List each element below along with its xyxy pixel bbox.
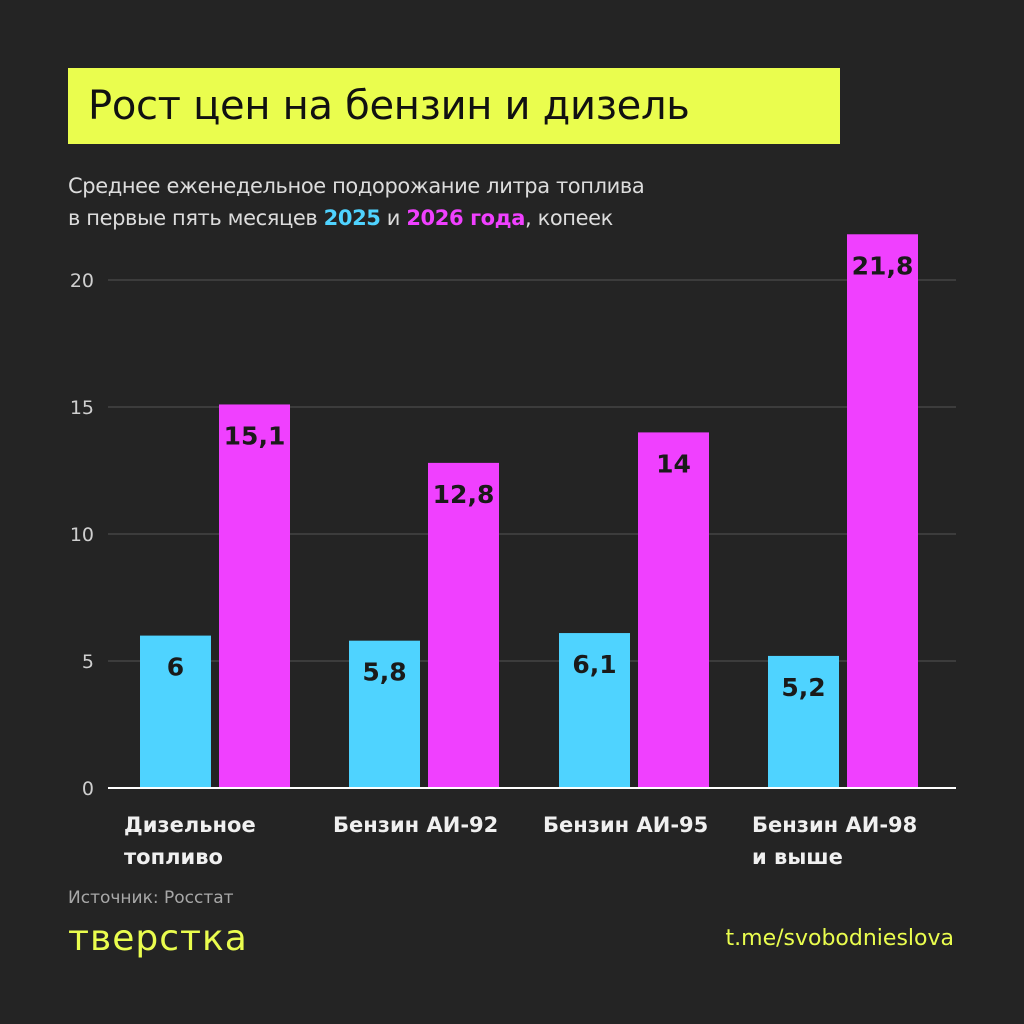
subtitle-suffix: , копеек [525, 206, 613, 230]
y-tick-label: 0 [82, 778, 94, 800]
subtitle-line-1: Среднее еженедельное подорожание литра т… [68, 174, 645, 198]
subtitle-year-2026: 2026 года [406, 206, 526, 230]
data-label-2026: 21,8 [852, 251, 914, 280]
bar-2025 [349, 640, 420, 788]
data-label-2026: 14 [656, 449, 691, 478]
data-label-2025: 6 [167, 653, 184, 682]
subtitle-connector: и [380, 206, 407, 230]
bar-2025 [768, 655, 839, 788]
y-tick-label: 20 [70, 270, 94, 292]
title-banner: Рост цен на бензин и дизель [68, 68, 840, 144]
brand-logo: тверстка [68, 918, 248, 959]
x-category-label: Бензин АИ-98 [752, 813, 917, 837]
x-category-label: и выше [752, 845, 843, 869]
bar-2026 [428, 462, 499, 788]
x-category-label: Бензин АИ-92 [333, 813, 498, 837]
x-category-label: топливо [124, 845, 223, 869]
source-note: Источник: Росстат [68, 888, 234, 908]
bar-2026 [847, 234, 918, 788]
chart-title: Рост цен на бензин и дизель [88, 83, 690, 129]
y-tick-label: 15 [70, 397, 94, 419]
data-label-2026: 15,1 [224, 421, 286, 450]
data-label-2025: 5,2 [781, 673, 825, 702]
bar-2025 [559, 633, 630, 788]
x-category-label: Дизельное [124, 813, 256, 837]
bar-2025 [140, 635, 211, 788]
channel-link[interactable]: t.me/svobodnieslova [725, 926, 954, 951]
subtitle-year-2025: 2025 [323, 206, 381, 230]
data-label-2025: 5,8 [362, 658, 406, 687]
bar-2026 [638, 432, 709, 788]
y-tick-label: 5 [82, 651, 94, 673]
chart-subtitle: Среднее еженедельное подорожание литра т… [68, 170, 788, 234]
y-tick-label: 10 [70, 524, 94, 546]
bar-2026 [219, 404, 290, 788]
subtitle-prefix: в первые пять месяцев [68, 206, 324, 230]
subtitle-line-2: в первые пять месяцев 2025 и 2026 года, … [68, 202, 788, 234]
data-label-2026: 12,8 [433, 480, 495, 509]
data-label-2025: 6,1 [572, 650, 616, 679]
x-category-label: Бензин АИ-95 [543, 813, 708, 837]
